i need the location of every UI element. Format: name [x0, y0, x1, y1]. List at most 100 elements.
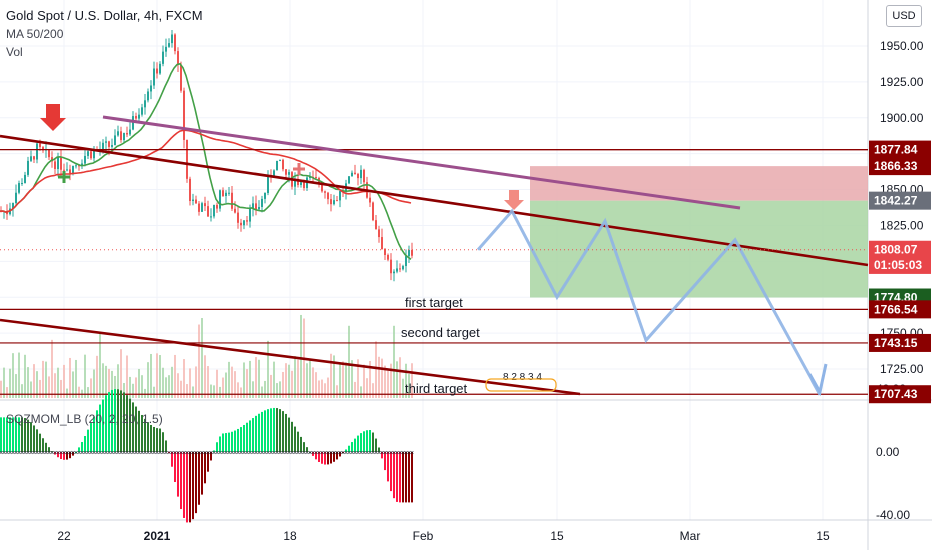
- projection-arrowhead: [808, 363, 828, 397]
- momentum-bar: [399, 452, 401, 503]
- volume-bar: [249, 360, 251, 398]
- volume-bar: [261, 386, 263, 398]
- squeeze-dot: ×: [368, 450, 372, 457]
- volume-bar: [282, 371, 284, 398]
- squeeze-dot: ×: [209, 450, 213, 457]
- squeeze-dot: ×: [404, 450, 408, 457]
- currency-button[interactable]: USD: [886, 5, 922, 27]
- price-tag-box: [869, 240, 931, 259]
- main-trendline: [0, 134, 869, 267]
- volume-bar: [129, 376, 131, 398]
- squeeze-dot: ×: [164, 450, 168, 457]
- candle-body: [48, 149, 50, 158]
- squeeze-dot: ×: [29, 450, 33, 457]
- volume-bar: [192, 386, 194, 398]
- volume-bar: [21, 384, 23, 398]
- down-arrow-icon: [504, 190, 524, 210]
- squeeze-dot: ×: [221, 450, 225, 457]
- volume-bar: [6, 387, 8, 398]
- time-tick-label: 15: [816, 529, 830, 543]
- momentum-bar: [186, 452, 188, 523]
- momentum-bar: [375, 438, 377, 452]
- squeeze-dot: ×: [131, 450, 135, 457]
- momentum-bar: [297, 431, 299, 452]
- candle-body: [285, 169, 287, 175]
- candle-body: [246, 220, 248, 222]
- ma-legend[interactable]: MA 50/200: [6, 27, 64, 41]
- momentum-bar: [207, 452, 209, 472]
- momentum-bar: [36, 429, 38, 452]
- squeeze-dot: ×: [344, 450, 348, 457]
- volume-bar: [153, 386, 155, 398]
- squeeze-dot: ×: [146, 450, 150, 457]
- squeeze-dot: ×: [53, 450, 57, 457]
- volume-bar: [45, 361, 47, 398]
- volume-bar: [312, 367, 314, 398]
- volume-bar: [399, 357, 401, 398]
- candle-body: [249, 208, 251, 222]
- momentum-bar: [111, 389, 113, 452]
- candle-body: [321, 184, 323, 192]
- candle-body: [273, 170, 275, 178]
- volume-bar: [51, 339, 53, 398]
- momentum-bar: [225, 433, 227, 452]
- squeeze-dot: ×: [224, 450, 228, 457]
- candle-body: [120, 131, 122, 141]
- volume-bar: [294, 356, 296, 398]
- volume-bar: [339, 362, 341, 398]
- momentum-bar: [132, 402, 134, 452]
- momentum-bar: [291, 421, 293, 452]
- squeeze-dot: ×: [98, 450, 102, 457]
- momentum-bar: [6, 417, 8, 452]
- squeeze-dot: ×: [374, 450, 378, 457]
- momentum-bar: [156, 428, 158, 452]
- squeeze-dot: ×: [254, 450, 258, 457]
- volume-bar: [36, 371, 38, 398]
- candle-body: [228, 192, 230, 194]
- squeeze-dot: ×: [128, 450, 132, 457]
- volume-bar: [234, 371, 236, 398]
- candle-body: [177, 51, 179, 65]
- squeeze-dot: ×: [155, 450, 159, 457]
- candle-body: [297, 178, 299, 185]
- momentum-bar: [45, 442, 47, 452]
- squeeze-dot: ×: [341, 450, 345, 457]
- squeeze-dot: ×: [122, 450, 126, 457]
- squeeze-dot: ×: [26, 450, 30, 457]
- momentum-bar: [255, 415, 257, 452]
- momentum-bar: [30, 422, 32, 452]
- momentum-bar: [351, 442, 353, 452]
- squeeze-dot: ×: [398, 450, 402, 457]
- momentum-bar: [78, 447, 80, 452]
- volume-bar: [54, 373, 56, 398]
- candle-body: [39, 143, 41, 148]
- vol-legend[interactable]: Vol: [6, 45, 23, 59]
- candle-body: [198, 203, 200, 212]
- squeeze-dot: ×: [323, 450, 327, 457]
- momentum-bar: [54, 452, 56, 455]
- volume-bar: [318, 380, 320, 398]
- squeeze-dot: ×: [80, 450, 84, 457]
- price-tag-label: 01:05:03: [874, 258, 922, 272]
- momentum-bar: [90, 423, 92, 452]
- candle-body: [12, 202, 14, 209]
- volume-bar: [156, 353, 158, 398]
- ma-200-line: [0, 129, 412, 213]
- price-tick-label: 1925.00: [880, 75, 924, 89]
- momentum-bar: [153, 426, 155, 452]
- time-tick-label: 22: [57, 529, 71, 543]
- volume-bar: [177, 373, 179, 398]
- oscillator-legend[interactable]: SQZMOM_LB (20, 2, 20, 1.5): [6, 412, 163, 426]
- momentum-bar: [279, 409, 281, 452]
- price-tag-label: 1707.43: [874, 387, 918, 401]
- squeeze-dot: ×: [386, 450, 390, 457]
- squeeze-dot: ×: [167, 450, 171, 457]
- momentum-bar: [258, 413, 260, 452]
- volume-bar: [33, 364, 35, 398]
- price-tag: 1766.54: [869, 300, 931, 319]
- volume-bar: [267, 340, 269, 398]
- drawings: first target second target third target 8 2…: [0, 104, 869, 397]
- squeeze-dot: ×: [104, 450, 108, 457]
- momentum-bar: [294, 426, 296, 452]
